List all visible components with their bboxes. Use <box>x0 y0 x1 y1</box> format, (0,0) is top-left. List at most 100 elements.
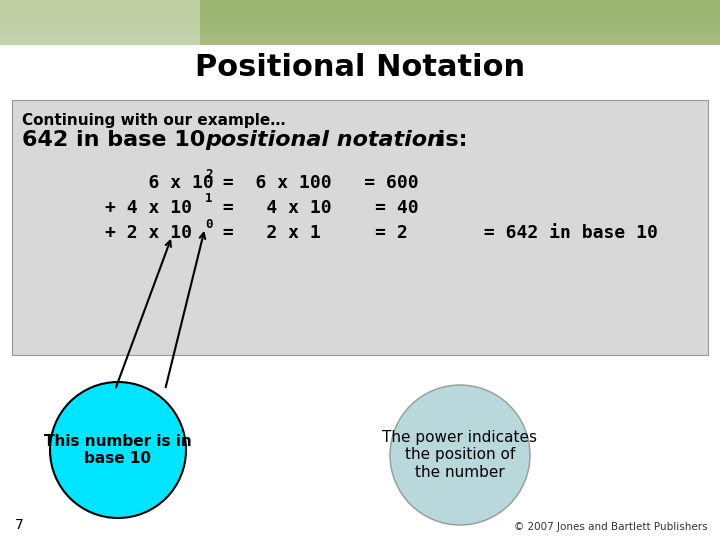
Bar <box>0 54 720 56</box>
Bar <box>0 58 720 59</box>
Bar <box>0 48 720 50</box>
Bar <box>0 46 720 48</box>
Bar <box>0 52 720 53</box>
Bar <box>0 0 720 2</box>
Bar <box>0 20 720 22</box>
Bar <box>0 73 720 75</box>
Bar <box>0 37 720 38</box>
Text: The power indicates
the position of
the number: The power indicates the position of the … <box>382 430 538 480</box>
Bar <box>0 75 720 77</box>
FancyBboxPatch shape <box>12 100 708 355</box>
Bar <box>0 64 720 65</box>
Bar <box>0 34 720 36</box>
Bar <box>0 19 720 21</box>
Bar <box>0 72 720 73</box>
Bar <box>0 62 720 64</box>
Bar <box>0 25 720 26</box>
Bar <box>0 0 200 45</box>
Bar <box>0 51 720 52</box>
Bar <box>0 29 720 30</box>
Bar <box>0 39 720 40</box>
Bar <box>0 55 720 57</box>
Bar <box>0 73 720 75</box>
Text: Continuing with our example…: Continuing with our example… <box>22 113 286 128</box>
Text: 642 in base 10: 642 in base 10 <box>22 130 213 150</box>
Bar <box>0 70 720 71</box>
Bar <box>0 21 720 23</box>
Bar <box>0 64 720 65</box>
Bar <box>0 50 720 51</box>
Bar <box>0 59 720 60</box>
Bar <box>0 0 720 78</box>
Bar <box>0 69 720 71</box>
Bar <box>0 63 720 64</box>
Bar <box>0 23 720 24</box>
Bar <box>0 46 720 48</box>
Bar <box>0 49 720 51</box>
Bar <box>0 60 720 62</box>
Text: =  6 x 100   = 600: = 6 x 100 = 600 <box>212 174 418 192</box>
Bar <box>0 67 720 69</box>
Bar <box>0 5 720 6</box>
Bar <box>0 8 720 10</box>
Bar <box>0 61 720 63</box>
Bar <box>0 35 720 37</box>
Bar <box>0 17 720 18</box>
Bar <box>0 66 720 68</box>
Bar <box>0 68 720 70</box>
Bar <box>0 18 720 19</box>
Bar <box>0 26 720 28</box>
Bar <box>0 65 720 66</box>
Bar <box>0 0 720 45</box>
Bar <box>0 3 720 4</box>
Bar <box>0 44 720 45</box>
Bar <box>0 61 720 63</box>
Bar <box>0 42 720 44</box>
Bar <box>0 41 720 43</box>
Bar <box>0 33 720 35</box>
Bar <box>0 28 720 30</box>
Circle shape <box>50 382 186 518</box>
Text: is:: is: <box>430 130 467 150</box>
Text: © 2007 Jones and Bartlett Publishers: © 2007 Jones and Bartlett Publishers <box>514 522 708 532</box>
Bar <box>0 12 720 14</box>
Bar <box>0 10 720 11</box>
Bar <box>0 31 720 32</box>
Bar <box>0 6 720 8</box>
Bar <box>0 76 720 78</box>
Bar <box>0 77 720 78</box>
Bar <box>0 4 720 5</box>
Bar <box>0 72 720 73</box>
Bar <box>0 1 720 3</box>
Bar <box>0 56 720 57</box>
Bar <box>0 52 720 53</box>
Bar <box>0 7 720 9</box>
Bar <box>0 27 720 29</box>
Bar <box>0 57 720 58</box>
Bar <box>0 22 720 24</box>
Bar <box>0 59 720 60</box>
Bar <box>0 0 720 45</box>
Text: positional notation: positional notation <box>205 130 443 150</box>
Bar <box>0 53 720 55</box>
Bar <box>0 70 720 71</box>
Text: + 2 x 10: + 2 x 10 <box>105 224 192 242</box>
Text: 2: 2 <box>205 167 212 180</box>
Bar <box>0 2 720 3</box>
Bar <box>0 65 720 66</box>
Bar <box>0 38 720 39</box>
Bar <box>0 45 720 46</box>
Bar <box>0 43 720 44</box>
Bar <box>0 62 720 64</box>
Bar <box>0 71 720 72</box>
Text: =   4 x 10    = 40: = 4 x 10 = 40 <box>212 199 418 217</box>
Bar <box>0 24 720 25</box>
Bar <box>0 45 720 46</box>
Bar <box>0 56 720 57</box>
Bar <box>0 51 720 52</box>
Bar <box>0 58 720 59</box>
Bar <box>0 47 720 49</box>
Text: 7: 7 <box>15 518 24 532</box>
Bar <box>0 67 720 69</box>
Bar <box>0 55 720 57</box>
